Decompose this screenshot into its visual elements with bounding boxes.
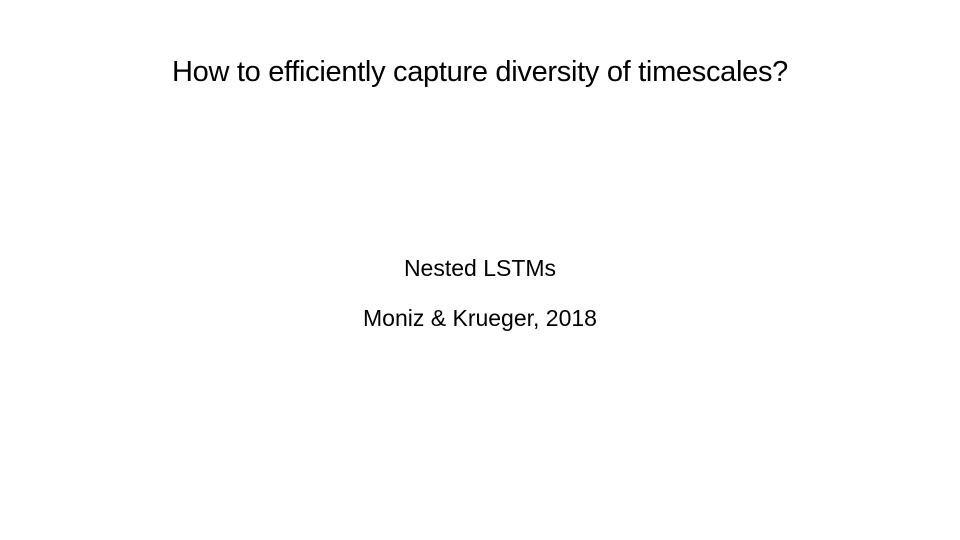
slide-authors: Moniz & Krueger, 2018	[0, 305, 960, 332]
slide-title: How to efficiently capture diversity of …	[0, 56, 960, 89]
slide-subtitle: Nested LSTMs	[0, 255, 960, 282]
